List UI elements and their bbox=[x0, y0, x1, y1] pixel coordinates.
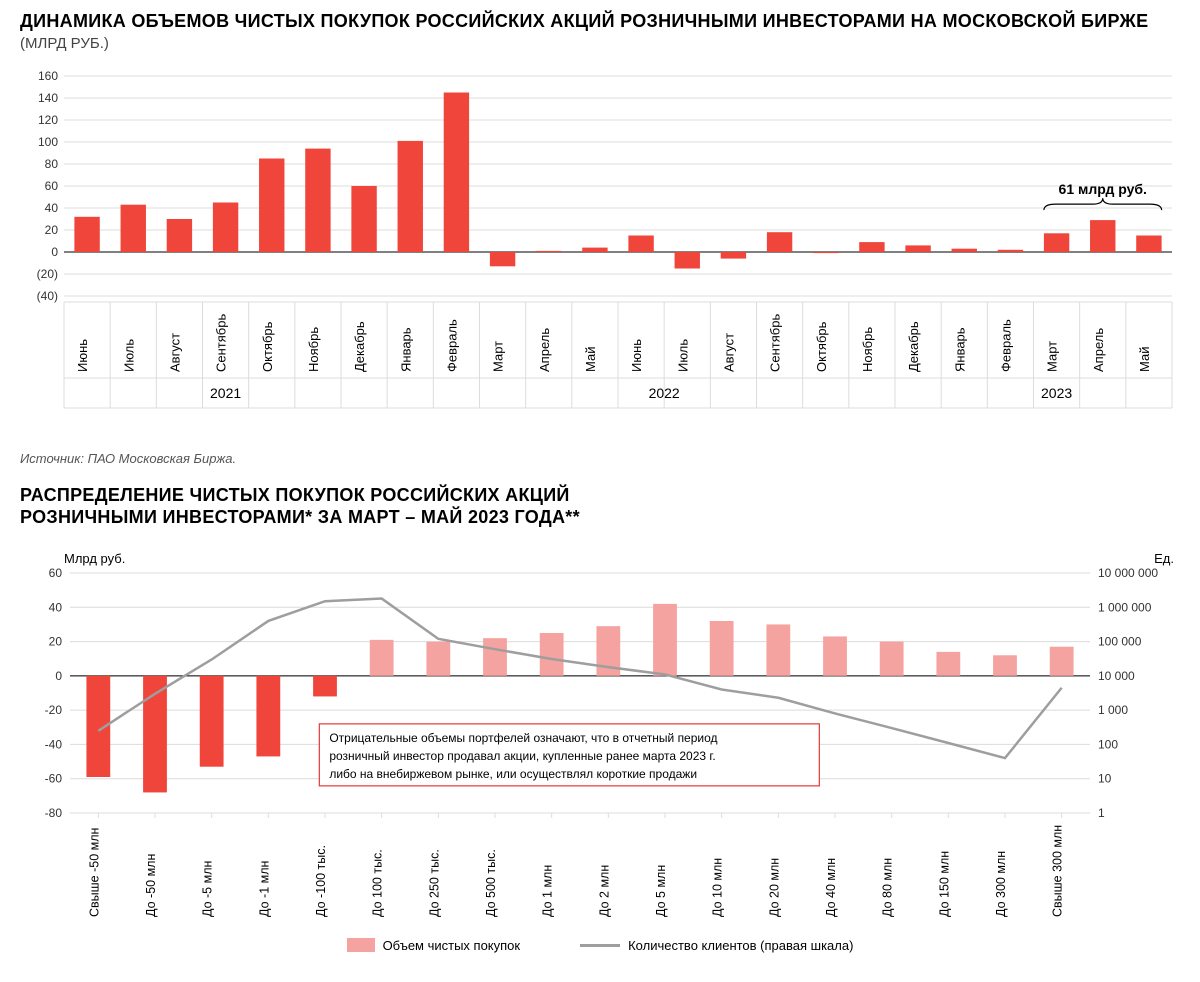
svg-text:До -5 млн: До -5 млн bbox=[201, 860, 215, 917]
svg-text:До 2 млн: До 2 млн bbox=[597, 864, 611, 916]
svg-text:60: 60 bbox=[45, 179, 59, 193]
svg-text:Апрель: Апрель bbox=[1091, 327, 1106, 371]
svg-text:0: 0 bbox=[51, 245, 58, 259]
svg-text:1 000 000: 1 000 000 bbox=[1098, 600, 1152, 614]
chart2-area: Млрд руб. Ед. -80 -60 -40 -20 0 20 40 60 1 10 100 1 0… bbox=[20, 543, 1180, 928]
svg-text:80: 80 bbox=[45, 157, 59, 171]
svg-text:Июль: Июль bbox=[121, 338, 136, 371]
chart1-title: ДИНАМИКА ОБЪЕМОВ ЧИСТЫХ ПОКУПОК РОССИЙСК… bbox=[20, 10, 1180, 33]
svg-text:40: 40 bbox=[49, 600, 63, 614]
svg-text:До 100 тыс.: До 100 тыс. bbox=[371, 849, 385, 917]
svg-text:До 5 млн: До 5 млн bbox=[654, 864, 668, 916]
legend-bar-label: Объем чистых покупок bbox=[383, 938, 521, 953]
svg-text:Сентябрь: Сентябрь bbox=[214, 313, 229, 371]
svg-text:2023: 2023 bbox=[1041, 385, 1072, 401]
svg-text:20: 20 bbox=[45, 223, 59, 237]
svg-text:Декабрь: Декабрь bbox=[906, 321, 921, 372]
svg-text:-20: -20 bbox=[45, 703, 63, 717]
legend-swatch-bar bbox=[347, 938, 375, 952]
svg-text:До 10 млн: До 10 млн bbox=[711, 857, 725, 916]
svg-text:Февраль: Февраль bbox=[444, 318, 459, 371]
svg-text:До 40 млн: До 40 млн bbox=[824, 857, 838, 916]
svg-text:160: 160 bbox=[38, 69, 58, 83]
svg-text:140: 140 bbox=[38, 91, 58, 105]
svg-text:До -1 млн: До -1 млн bbox=[257, 860, 271, 917]
svg-text:61 млрд руб.: 61 млрд руб. bbox=[1059, 181, 1147, 197]
legend-line-label: Количество клиентов (правая шкала) bbox=[628, 938, 853, 953]
svg-text:Отрицательные объемы портфелей: Отрицательные объемы портфелей означают,… bbox=[329, 730, 717, 744]
svg-text:До 500 тыс.: До 500 тыс. bbox=[484, 849, 498, 917]
svg-text:Апрель: Апрель bbox=[537, 327, 552, 371]
legend-swatch-line bbox=[580, 944, 620, 947]
svg-text:До 150 млн: До 150 млн bbox=[937, 850, 951, 916]
svg-text:10: 10 bbox=[1098, 771, 1112, 785]
legend-item-bar: Объем чистых покупок bbox=[347, 938, 521, 953]
svg-text:2021: 2021 bbox=[210, 385, 241, 401]
svg-text:10 000: 10 000 bbox=[1098, 668, 1135, 682]
svg-text:120: 120 bbox=[38, 113, 58, 127]
svg-text:Июнь: Июнь bbox=[75, 338, 90, 371]
svg-text:Март: Март bbox=[1045, 340, 1060, 371]
svg-text:(20): (20) bbox=[37, 267, 58, 281]
svg-text:Млрд руб.: Млрд руб. bbox=[64, 551, 125, 566]
svg-text:(40): (40) bbox=[37, 289, 58, 303]
svg-text:100: 100 bbox=[1098, 737, 1118, 751]
svg-text:100: 100 bbox=[38, 135, 58, 149]
svg-text:Сентябрь: Сентябрь bbox=[768, 313, 783, 371]
svg-text:100 000: 100 000 bbox=[1098, 634, 1142, 648]
svg-text:Ед.: Ед. bbox=[1154, 551, 1174, 566]
svg-text:Ноябрь: Ноябрь bbox=[860, 326, 875, 371]
svg-text:-60: -60 bbox=[45, 771, 63, 785]
svg-text:розничный инвестор продавал ак: розничный инвестор продавал акции, купле… bbox=[329, 748, 715, 762]
svg-text:Ноябрь: Ноябрь bbox=[306, 326, 321, 371]
svg-text:-80: -80 bbox=[45, 806, 63, 820]
svg-text:До 20 млн: До 20 млн bbox=[767, 857, 781, 916]
svg-text:-40: -40 bbox=[45, 737, 63, 751]
svg-text:До 250 тыс.: До 250 тыс. bbox=[427, 849, 441, 917]
chart2-title-line1: РАСПРЕДЕЛЕНИЕ ЧИСТЫХ ПОКУПОК РОССИЙСКИХ … bbox=[20, 484, 1180, 507]
svg-text:10 000 000: 10 000 000 bbox=[1098, 566, 1158, 580]
svg-text:Октябрь: Октябрь bbox=[260, 321, 275, 372]
svg-text:1: 1 bbox=[1098, 806, 1105, 820]
svg-text:60: 60 bbox=[49, 566, 63, 580]
chart2-legend: Объем чистых покупок Количество клиентов… bbox=[20, 938, 1180, 953]
svg-text:Октябрь: Октябрь bbox=[814, 321, 829, 372]
svg-text:Свыше -50 млн: Свыше -50 млн bbox=[87, 827, 101, 917]
svg-text:Июнь: Июнь bbox=[629, 338, 644, 371]
svg-text:Март: Март bbox=[491, 340, 506, 371]
svg-text:Май: Май bbox=[583, 346, 598, 371]
chart1-source: Источник: ПАО Московская Биржа. bbox=[20, 451, 1180, 466]
svg-text:До 300 млн: До 300 млн bbox=[994, 850, 1008, 916]
svg-text:До -50 млн: До -50 млн bbox=[144, 853, 158, 916]
svg-text:Январь: Январь bbox=[952, 327, 967, 372]
legend-item-line: Количество клиентов (правая шкала) bbox=[580, 938, 853, 953]
svg-text:До 1 млн: До 1 млн bbox=[541, 864, 555, 916]
svg-text:Июль: Июль bbox=[675, 338, 690, 371]
chart1-area: (40) (20) 0 20 40 60 80 100 120 140 160 Июнь Июль Авг… bbox=[20, 66, 1180, 441]
svg-text:20: 20 bbox=[49, 634, 63, 648]
chart2-title-line2: РОЗНИЧНЫМИ ИНВЕСТОРАМИ* ЗА МАРТ – МАЙ 20… bbox=[20, 506, 1180, 529]
svg-text:Май: Май bbox=[1137, 346, 1152, 371]
svg-text:Январь: Январь bbox=[398, 327, 413, 372]
svg-text:0: 0 bbox=[55, 668, 62, 682]
svg-text:Август: Август bbox=[721, 332, 736, 371]
svg-text:Февраль: Февраль bbox=[998, 318, 1013, 371]
svg-text:либо на внебиржевом рынке, или: либо на внебиржевом рынке, или осуществл… bbox=[329, 766, 697, 780]
svg-text:До 80 млн: До 80 млн bbox=[881, 857, 895, 916]
svg-text:2022: 2022 bbox=[649, 385, 680, 401]
svg-text:До -100 тыс.: До -100 тыс. bbox=[314, 845, 328, 917]
svg-text:Свыше 300 млн: Свыше 300 млн bbox=[1051, 824, 1065, 916]
chart1-subtitle: (МЛРД РУБ.) bbox=[20, 35, 1180, 52]
svg-text:Декабрь: Декабрь bbox=[352, 321, 367, 372]
svg-text:Август: Август bbox=[167, 332, 182, 371]
svg-text:1 000: 1 000 bbox=[1098, 703, 1128, 717]
svg-text:40: 40 bbox=[45, 201, 59, 215]
